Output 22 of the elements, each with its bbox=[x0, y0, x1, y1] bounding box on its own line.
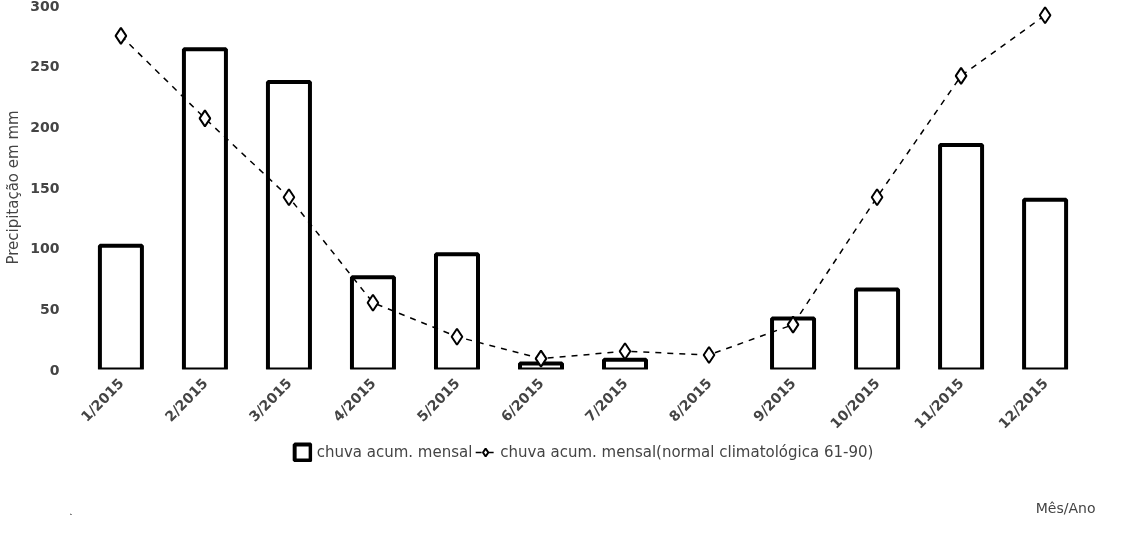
point bbox=[114, 26, 128, 45]
legend-label: chuva acum. mensal bbox=[316, 443, 473, 461]
point bbox=[786, 315, 800, 334]
y-axis-title: Precipitação em mm bbox=[4, 110, 23, 265]
y-tick-label: 50 bbox=[40, 300, 60, 317]
point bbox=[702, 345, 716, 364]
point bbox=[1038, 6, 1052, 25]
point bbox=[870, 188, 884, 207]
y-tick-label: 250 bbox=[30, 58, 60, 75]
point bbox=[366, 293, 380, 312]
point bbox=[534, 349, 548, 368]
point bbox=[450, 327, 464, 346]
point bbox=[954, 66, 968, 85]
point bbox=[198, 109, 212, 128]
y-tick-label: 200 bbox=[30, 118, 60, 135]
point bbox=[282, 188, 296, 207]
legend-label: chuva acum. mensal(normal climatológica 61-90) bbox=[500, 443, 874, 461]
y-tick-label: 100 bbox=[30, 240, 60, 257]
y-tick-label: 0 bbox=[49, 361, 60, 378]
y-tick-label: 300 bbox=[30, 0, 60, 14]
y-tick-label: 150 bbox=[30, 179, 60, 196]
x-axis-title: Mês/Ano bbox=[1035, 499, 1096, 516]
